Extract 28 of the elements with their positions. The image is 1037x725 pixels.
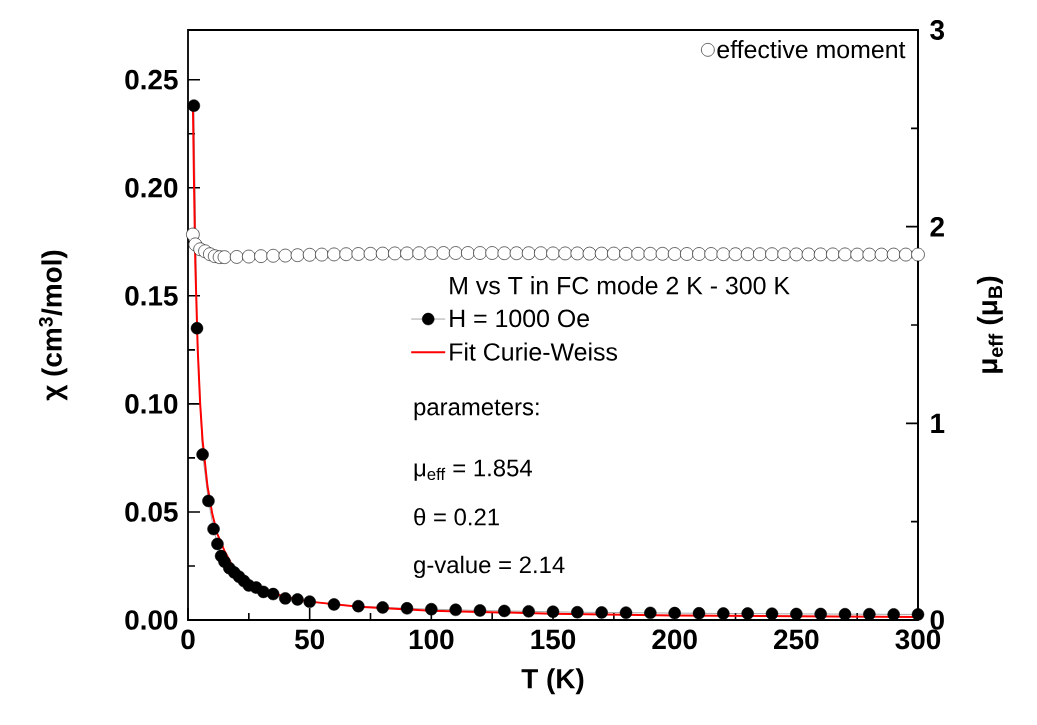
annotation: θ = 0.21 bbox=[414, 507, 499, 526]
y2-tick-label: 0 bbox=[930, 610, 944, 630]
legend-label: effective moment bbox=[717, 40, 906, 59]
y-axis-title: χ (cm$^{3}$/mol) bbox=[38, 250, 68, 401]
x-tick-label: 0 bbox=[181, 629, 195, 650]
x-tick-label: 200 bbox=[652, 629, 697, 650]
y2-tick-label: 1 bbox=[931, 413, 945, 433]
y-tick-label: 0.20 bbox=[125, 177, 178, 198]
legend-label: H = 1000 Oe bbox=[450, 309, 589, 328]
y-tick-label: 0.05 bbox=[125, 502, 178, 522]
x-tick-label: 50 bbox=[295, 629, 325, 650]
y2-tick-label: 3 bbox=[930, 20, 945, 40]
x-tick-label: 100 bbox=[409, 629, 454, 650]
y-tick-label: 0.00 bbox=[125, 610, 178, 630]
annotation: parameters: bbox=[414, 399, 539, 421]
y-tick-label: 0.15 bbox=[125, 285, 178, 306]
x-axis-title: T (K) bbox=[521, 668, 584, 695]
y2-axis-title: μ$_{eff}$ (μ$_{B}$) bbox=[976, 276, 1003, 373]
x-tick-label: 300 bbox=[895, 629, 941, 650]
y-tick-label: 0.10 bbox=[125, 394, 178, 414]
x-tick-label: 150 bbox=[531, 629, 576, 650]
annotation: μ$_{eff}$ = 1.854 bbox=[414, 459, 532, 481]
y-tick-label: 0.25 bbox=[125, 69, 178, 90]
annotation: g-value = 2.14 bbox=[414, 555, 565, 579]
legend-label: Fit Curie-Weiss bbox=[450, 342, 618, 361]
legend-title: M vs T in FC mode 2 K - 300 K bbox=[450, 276, 790, 295]
y2-tick-label: 2 bbox=[930, 216, 944, 237]
x-tick-label: 250 bbox=[774, 629, 819, 650]
